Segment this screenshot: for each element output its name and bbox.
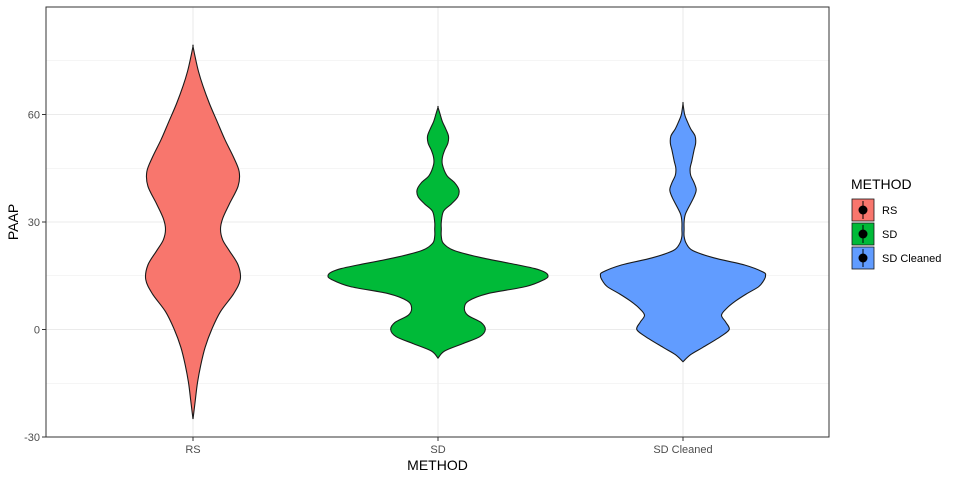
legend: METHOD RS SD SD Cleaned: [851, 176, 941, 270]
y-tick-label: 30: [28, 217, 40, 229]
x-tick-label: RS: [185, 444, 200, 456]
x-tick-label: SD: [430, 444, 445, 456]
violin-sd: [327, 105, 549, 359]
legend-label: RS: [882, 205, 897, 217]
y-axis-title: PAAP: [5, 204, 21, 240]
x-tick-label: SD Cleaned: [653, 444, 712, 456]
violin-sd-cleaned: [599, 101, 767, 363]
legend-label: SD: [882, 229, 897, 241]
legend-label: SD Cleaned: [882, 253, 941, 265]
legend-title: METHOD: [851, 176, 912, 192]
y-tick-label: 60: [28, 110, 40, 122]
x-axis-ticks: RS SD SD Cleaned: [185, 437, 713, 456]
legend-key-point: [858, 205, 868, 215]
x-axis-title: METHOD: [407, 457, 468, 473]
legend-key-point: [858, 253, 868, 263]
y-tick-label: 0: [34, 325, 40, 337]
violin-rs: [144, 44, 242, 420]
y-tick-label: -30: [24, 432, 40, 444]
legend-key-point: [858, 229, 868, 239]
y-axis-ticks: -30 0 30 60: [24, 110, 46, 444]
violins: [144, 44, 767, 420]
